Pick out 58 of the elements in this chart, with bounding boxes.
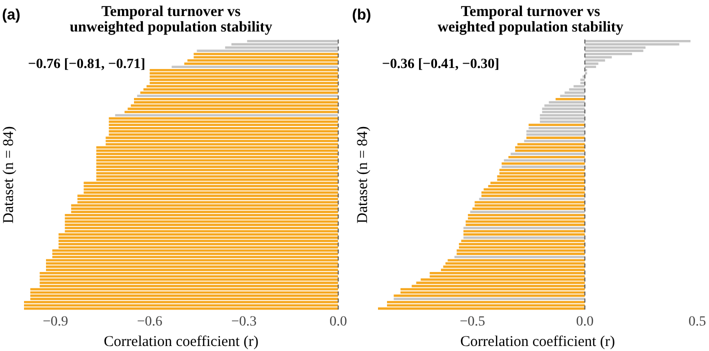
bar <box>580 78 585 81</box>
bar <box>490 182 585 184</box>
bar <box>548 101 585 104</box>
bar <box>540 120 585 123</box>
bar <box>466 224 585 226</box>
bar <box>502 166 585 168</box>
annotation: −0.36 [−0.41, −0.30] <box>382 57 500 72</box>
bar <box>584 50 644 52</box>
bar <box>456 252 585 255</box>
text: (b) <box>352 6 372 24</box>
x-tick-label: 0.0 <box>330 314 347 330</box>
bar <box>526 130 585 133</box>
bar <box>458 242 585 246</box>
bar <box>463 230 585 232</box>
x-tick-label: 0.0 <box>576 314 594 330</box>
bar <box>584 66 596 68</box>
text: (a) <box>2 6 20 24</box>
bar <box>430 272 585 274</box>
bar <box>584 72 588 74</box>
x-tick-label: −0.6 <box>136 314 162 330</box>
bar <box>474 201 585 204</box>
bar <box>542 108 585 110</box>
x-tick-label: −0.3 <box>231 314 257 330</box>
bar <box>584 40 691 42</box>
bar <box>560 94 585 98</box>
bar <box>517 143 585 146</box>
bar <box>400 288 585 290</box>
bar <box>468 214 585 216</box>
x-axis-title: Correlation coefficient (r) <box>460 334 615 350</box>
chart-title: Temporal turnover vs weighted population stability <box>438 4 624 36</box>
y-axis-title: Dataset (n = 84) <box>354 126 371 224</box>
x-tick-label: −0.5 <box>460 314 486 330</box>
bar <box>386 300 585 304</box>
bar <box>472 208 585 210</box>
x-tick-label: 0.5 <box>688 314 706 330</box>
bar <box>443 266 585 268</box>
x-axis-title: Correlation coefficient (r) <box>104 334 258 350</box>
bar <box>394 294 585 297</box>
bar <box>468 217 585 220</box>
bar <box>458 246 585 249</box>
bar <box>510 152 585 156</box>
bar <box>556 98 585 100</box>
chart-title: Temporal turnover vs unweighted population stability <box>70 4 273 36</box>
bar <box>515 150 585 152</box>
y-axis-title: Dataset (n = 84) <box>0 126 17 224</box>
bar <box>448 259 585 262</box>
bar <box>499 172 585 174</box>
x-tick-label: −0.9 <box>42 314 68 330</box>
bar <box>508 156 585 158</box>
bar <box>540 114 585 116</box>
bar <box>528 126 585 130</box>
bar <box>528 124 585 126</box>
bar <box>484 188 585 191</box>
bar <box>463 236 585 239</box>
bar <box>481 194 585 197</box>
bar <box>526 136 585 139</box>
bar <box>504 159 585 162</box>
annotation: −0.76 [−0.81, −0.71] <box>28 57 146 72</box>
